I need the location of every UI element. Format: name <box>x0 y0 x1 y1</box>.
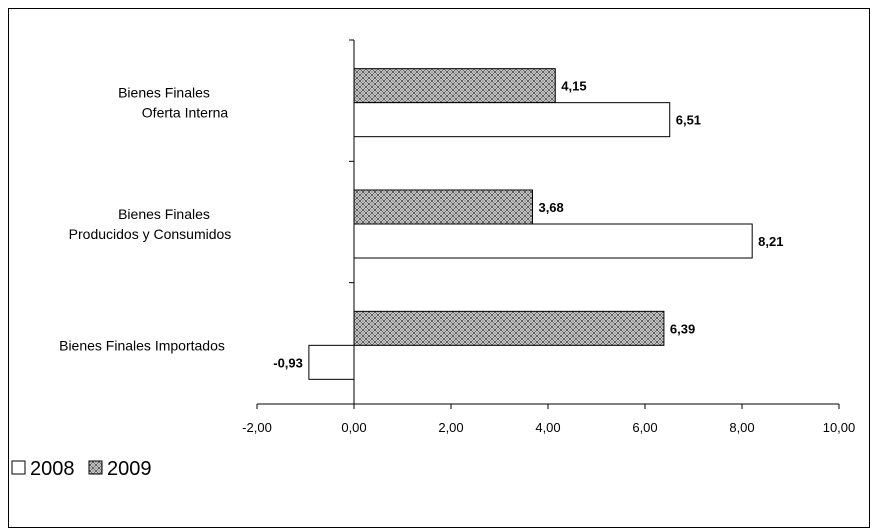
data-label-2008: 8,21 <box>758 234 783 249</box>
bar-2009 <box>353 68 556 104</box>
data-label-2008: -0,93 <box>273 355 303 370</box>
x-tick-label: 2,00 <box>438 420 463 435</box>
legend-swatch-2009 <box>88 460 103 475</box>
legend-label-2009: 2009 <box>107 458 152 480</box>
x-tick-label: 6,00 <box>632 420 657 435</box>
category-label: Bienes Finales Producidos y Consumidos <box>69 206 232 242</box>
category-label: Bienes Finales Oferta Interna <box>118 85 228 121</box>
legend-swatch-2008 <box>11 460 26 475</box>
x-tick-label: 10,00 <box>823 420 856 435</box>
x-tick-label: 4,00 <box>535 420 560 435</box>
data-label-2009: 3,68 <box>538 200 563 215</box>
data-label-2008: 6,51 <box>676 113 701 128</box>
data-label-2009: 6,39 <box>670 321 695 336</box>
bar-2009 <box>353 310 665 346</box>
bar-2008 <box>308 344 355 380</box>
bar-2008 <box>353 102 671 138</box>
x-tick-label: 0,00 <box>341 420 366 435</box>
legend-label-2008: 2008 <box>30 458 75 480</box>
bar-chart: -2,00 0,00 2,00 4,00 6,00 8,00 10,00 Bienes Fi… <box>11 39 856 480</box>
x-tick-label: 8,00 <box>729 420 754 435</box>
bar-2008 <box>353 223 753 259</box>
category-label: Bienes Finales Importados <box>59 337 225 353</box>
x-tick-label: -2,00 <box>242 420 272 435</box>
data-label-2009: 4,15 <box>561 79 586 94</box>
bar-2009 <box>353 189 533 225</box>
